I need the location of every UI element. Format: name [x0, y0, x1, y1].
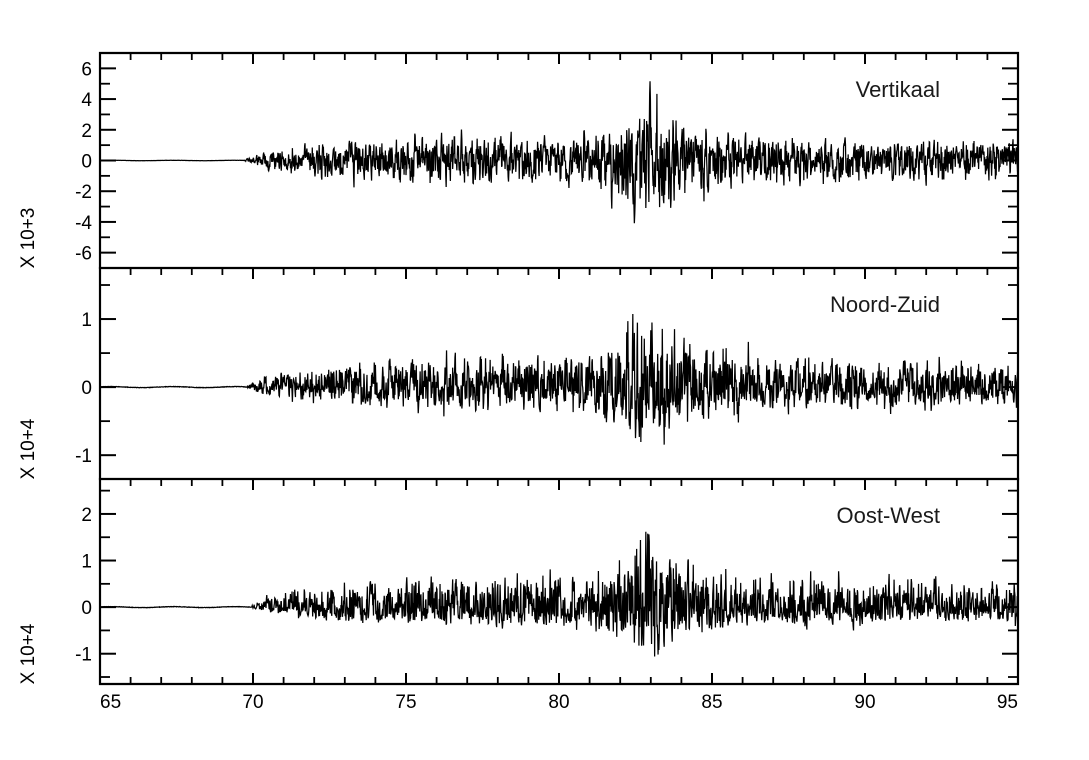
y-tick-label: 0: [81, 378, 92, 399]
panel-noord-zuid: -1 0 1 X 10+4 Noord-Zuid: [18, 284, 1018, 479]
panel-title-noord-zuid: Noord-Zuid: [830, 292, 940, 317]
y-tick-label: -2: [75, 182, 92, 203]
panel-title-oost-west: Oost-West: [836, 503, 940, 528]
x-tick-label: 65: [100, 692, 121, 713]
panel-oost-west: -1 0 1 2 X 10+4 Oost-West: [18, 489, 1018, 684]
y-tick-label: -1: [75, 645, 92, 666]
x-tick-label: 70: [242, 692, 263, 713]
x-tick-label: 80: [548, 692, 569, 713]
x-tick-label: 95: [997, 692, 1018, 713]
y-tick-label: 1: [81, 552, 92, 573]
y-tick-label: 2: [81, 505, 92, 526]
panel-title-vertikaal: Vertikaal: [856, 77, 940, 102]
panel-vertikaal: -6 -4 -2 0 2 4 6 X 10+3 Vertikaal: [18, 59, 1018, 268]
y-axis-label: X 10+4: [18, 418, 39, 479]
y-tick-label: -6: [75, 244, 92, 265]
seismic-trace-vertikaal: [100, 81, 1018, 224]
x-tick-label: 75: [395, 692, 416, 713]
x-tick-label: 85: [701, 692, 722, 713]
y-tick-label: 6: [81, 59, 92, 80]
seismic-trace-oost-west: [100, 531, 1018, 657]
y-axis-label: X 10+3: [18, 208, 39, 269]
y-tick-label: 1: [81, 310, 92, 331]
y-axis-label: X 10+4: [18, 623, 39, 684]
seismic-trace-noord-zuid: [100, 314, 1018, 445]
y-tick-label: 2: [81, 121, 92, 142]
y-tick-label: -4: [75, 213, 92, 234]
y-tick-label: 0: [81, 152, 92, 173]
x-tick-label: 90: [854, 692, 875, 713]
y-tick-label: -1: [75, 446, 92, 467]
y-tick-label: 4: [81, 90, 92, 111]
y-tick-label: 0: [81, 598, 92, 619]
